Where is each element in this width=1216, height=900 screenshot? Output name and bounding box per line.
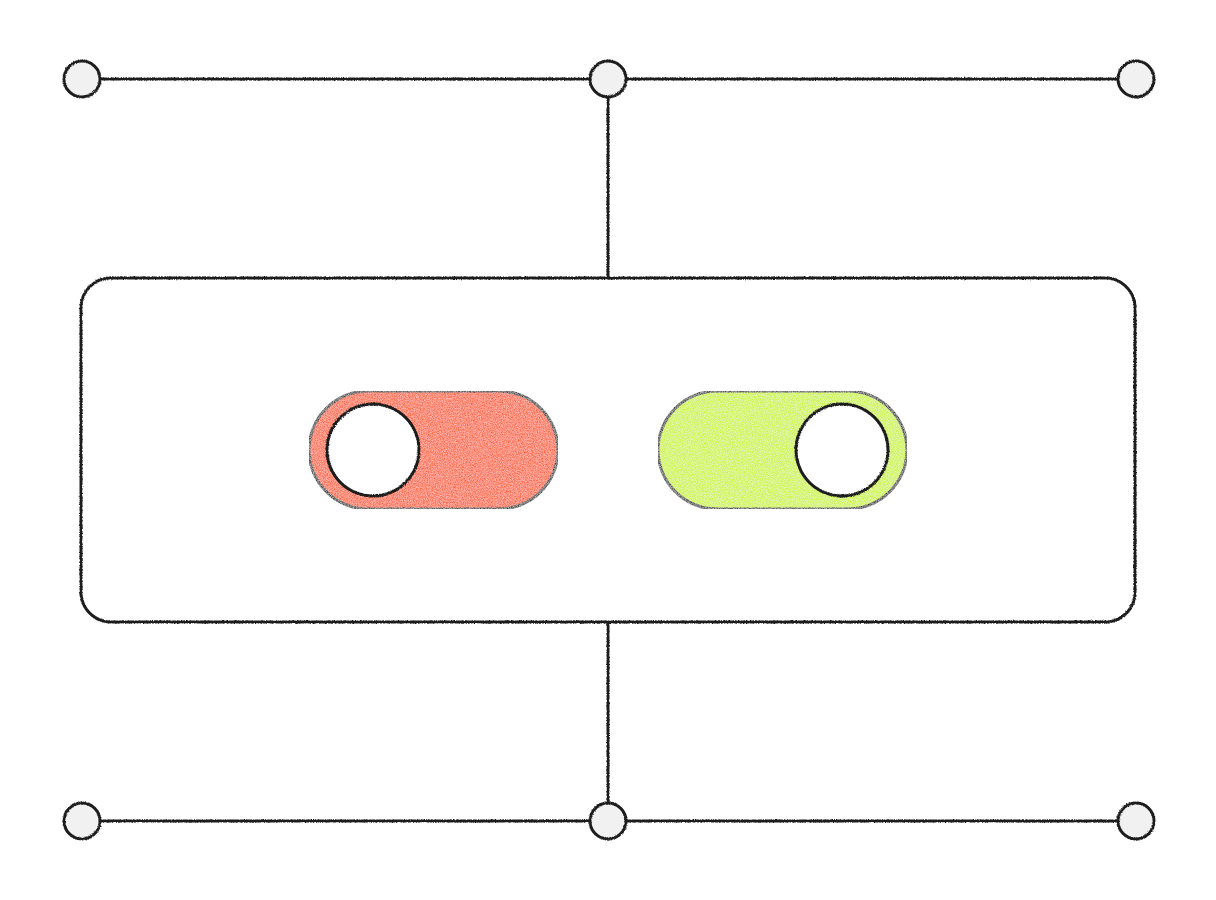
toggle-off-switch[interactable]	[307, 389, 560, 511]
bottom-right-node	[1116, 801, 1156, 841]
toggle-off-knob[interactable]	[325, 402, 421, 498]
top-left-node	[62, 59, 102, 99]
bottom-center-node	[588, 801, 628, 841]
top-rail-nodes	[62, 59, 1156, 99]
toggle-panel	[79, 276, 1137, 624]
bottom-rail-nodes	[62, 801, 1156, 841]
bottom-left-node	[62, 801, 102, 841]
toggle-on-switch[interactable]	[656, 389, 909, 511]
toggle-on-knob[interactable]	[794, 402, 890, 498]
top-right-node	[1116, 59, 1156, 99]
top-center-node	[588, 59, 628, 99]
